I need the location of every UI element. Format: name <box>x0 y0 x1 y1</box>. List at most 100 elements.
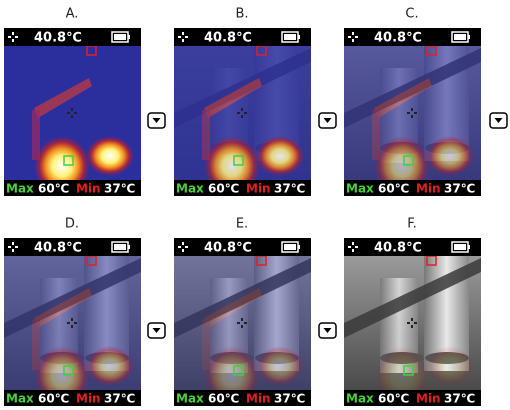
bottom-bar <box>4 390 141 406</box>
thermal-image <box>4 46 141 180</box>
top-bar <box>174 238 311 256</box>
warm-post <box>202 320 210 370</box>
max-value: 60℃ <box>378 392 409 406</box>
next-button <box>147 112 166 129</box>
thermal-screen: 40.8℃ Max 60℃ Min 37℃ <box>174 28 311 196</box>
thermal-screen: 40.8℃ Max 60℃ Min 37℃ <box>4 28 141 196</box>
hot-spot <box>86 346 134 386</box>
battery-level <box>454 244 466 250</box>
pipe <box>174 258 311 338</box>
thermal-screen: 40.8℃ Max 60℃ Min 37℃ <box>174 238 311 406</box>
button-arrow <box>152 328 161 333</box>
next-button <box>147 322 166 339</box>
battery-tip <box>298 35 300 39</box>
max-label: Max <box>176 392 204 406</box>
warm-post <box>372 110 380 160</box>
max-value: 60℃ <box>378 182 409 196</box>
hot-spot <box>86 136 134 176</box>
crosshair-icon <box>407 108 417 118</box>
next-button <box>318 322 337 339</box>
min-marker <box>403 365 414 376</box>
battery-level <box>114 244 126 250</box>
max-value: 60℃ <box>208 392 239 406</box>
bottom-bar <box>344 180 481 196</box>
temperature: 40.8℃ <box>204 31 252 46</box>
crosshair-icon <box>237 108 247 118</box>
warm-post <box>202 110 210 160</box>
crosshair-icon <box>67 318 77 328</box>
min-marker <box>233 155 244 166</box>
crosshair-icon <box>348 32 358 42</box>
min-value: 37℃ <box>104 182 135 196</box>
min-value: 37℃ <box>104 392 135 406</box>
hot-spot <box>34 346 90 390</box>
next-button <box>318 112 337 129</box>
thermal-image <box>4 256 141 390</box>
battery-tip <box>468 245 470 249</box>
thermal-image <box>344 256 481 390</box>
max-label: Max <box>346 182 374 196</box>
crosshair-icon <box>348 242 358 252</box>
bottom-bar <box>344 390 481 406</box>
thermal-screen: 40.8℃ Max 60℃ Min 37℃ <box>4 238 141 406</box>
max-value: 60℃ <box>38 392 69 406</box>
panel-label: D. <box>65 217 79 232</box>
min-label: Min <box>76 182 101 196</box>
min-value: 37℃ <box>274 182 305 196</box>
crosshair-icon <box>178 242 188 252</box>
hot-spot <box>204 136 260 180</box>
hot-spot <box>34 136 90 180</box>
crosshair-icon <box>178 32 188 42</box>
button-arrow <box>494 118 503 123</box>
max-value: 60℃ <box>208 182 239 196</box>
temperature: 40.8℃ <box>204 241 252 256</box>
next-button <box>489 112 508 129</box>
min-label: Min <box>416 182 441 196</box>
crosshair-icon <box>407 318 417 328</box>
min-value: 37℃ <box>444 182 475 196</box>
warm-streak <box>34 78 92 118</box>
hot-spot <box>374 136 430 180</box>
max-value: 60℃ <box>38 182 69 196</box>
top-bar <box>344 28 481 46</box>
temperature: 40.8℃ <box>374 31 422 46</box>
warm-streak <box>204 288 262 328</box>
hot-spot <box>374 346 430 390</box>
panel-label: C. <box>405 7 418 22</box>
button-arrow <box>152 118 161 123</box>
min-label: Min <box>416 392 441 406</box>
min-value: 37℃ <box>444 392 475 406</box>
hot-spot <box>256 136 304 176</box>
min-marker <box>63 155 74 166</box>
top-bar <box>344 238 481 256</box>
min-label: Min <box>246 182 271 196</box>
panel-label: A. <box>66 7 79 22</box>
crosshair-icon <box>237 318 247 328</box>
warm-streak <box>34 288 92 328</box>
max-label: Max <box>176 182 204 196</box>
warm-post <box>32 320 40 370</box>
button-arrow <box>323 118 332 123</box>
battery-level <box>114 34 126 40</box>
thermal-image <box>174 256 311 390</box>
top-bar <box>4 238 141 256</box>
min-value: 37℃ <box>274 392 305 406</box>
pipe <box>344 258 481 338</box>
battery-level <box>284 34 296 40</box>
min-label: Min <box>76 392 101 406</box>
bottom-bar <box>174 180 311 196</box>
battery-tip <box>128 245 130 249</box>
top-bar <box>174 28 311 46</box>
thermal-screen: 40.8℃ Max 60℃ Min 37℃ <box>344 28 481 196</box>
battery-tip <box>128 35 130 39</box>
warm-post <box>32 110 40 160</box>
top-bar <box>4 28 141 46</box>
button-arrow <box>323 328 332 333</box>
thermal-image <box>344 46 481 180</box>
panel-label: F. <box>407 217 417 232</box>
temperature: 40.8℃ <box>34 31 82 46</box>
temperature: 40.8℃ <box>34 241 82 256</box>
bottom-bar <box>4 180 141 196</box>
thermal-image <box>174 46 311 180</box>
